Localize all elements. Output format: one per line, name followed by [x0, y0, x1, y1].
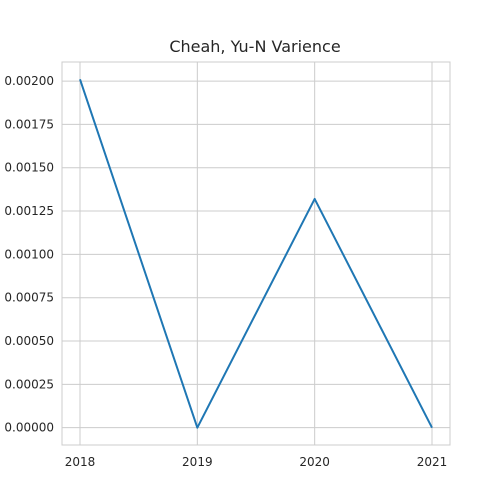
y-tick-label: 0.00100: [4, 247, 54, 261]
x-tick-label: 2019: [182, 455, 213, 469]
y-tick-label: 0.00125: [4, 204, 54, 218]
y-tick-label: 0.00200: [4, 74, 54, 88]
y-tick-label: 0.00025: [4, 377, 54, 391]
grid: [62, 62, 450, 445]
chart-title: Cheah, Yu-N Varience: [169, 37, 340, 56]
series: [79, 79, 433, 429]
x-tick-label: 2018: [65, 455, 96, 469]
y-axis: 0.00000 0.00025 0.00050 0.00075 0.00100 0.001…: [4, 74, 54, 435]
y-tick-label: 0.00000: [4, 421, 54, 435]
x-tick-label: 2021: [417, 455, 448, 469]
x-axis: 2018 2019 2020 2021: [65, 455, 448, 469]
y-tick-label: 0.00050: [4, 334, 54, 348]
series-line: [79, 79, 433, 429]
y-tick-label: 0.00075: [4, 291, 54, 305]
y-tick-label: 0.00150: [4, 161, 54, 175]
y-tick-label: 0.00175: [4, 117, 54, 131]
plot-frame: [61, 61, 451, 446]
x-tick-label: 2020: [299, 455, 330, 469]
